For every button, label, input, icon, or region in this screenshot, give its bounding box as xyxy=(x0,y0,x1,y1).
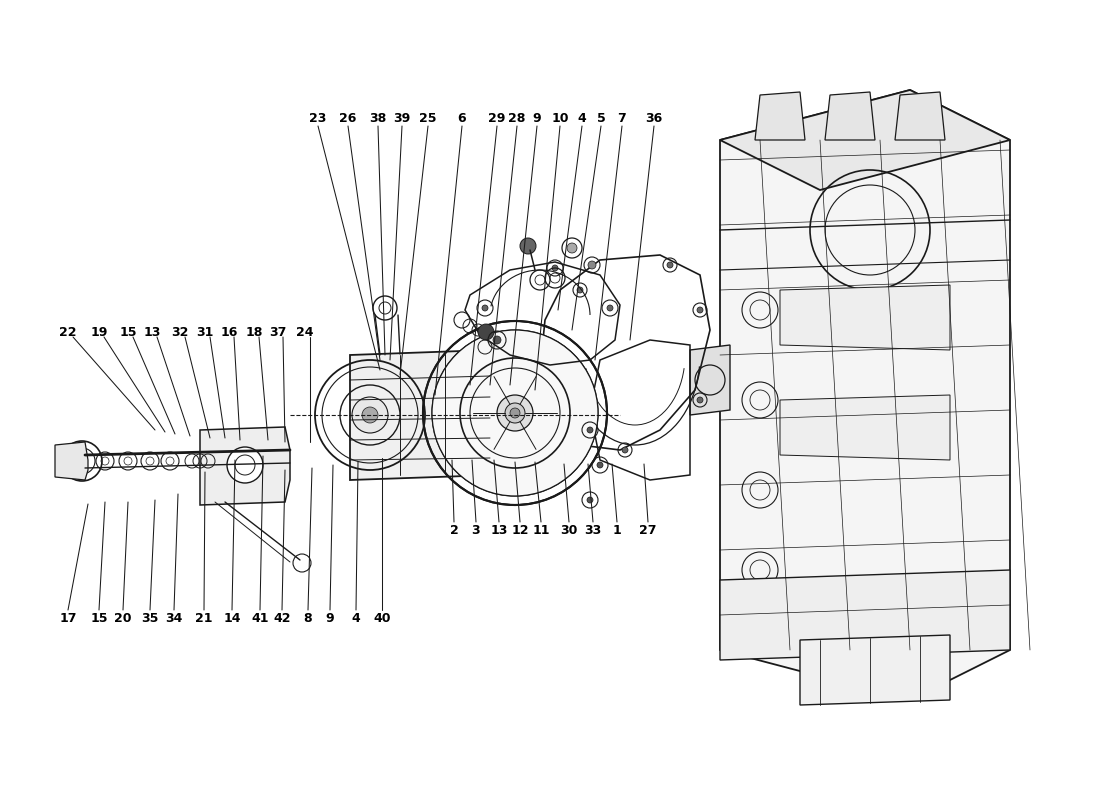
Circle shape xyxy=(493,336,500,344)
Circle shape xyxy=(607,305,613,311)
Polygon shape xyxy=(200,427,290,505)
Polygon shape xyxy=(780,285,950,350)
Text: 15: 15 xyxy=(119,326,136,338)
Circle shape xyxy=(352,397,388,433)
Circle shape xyxy=(697,397,703,403)
Circle shape xyxy=(362,407,378,423)
Polygon shape xyxy=(800,635,950,705)
Text: 9: 9 xyxy=(532,111,541,125)
Text: 30: 30 xyxy=(560,523,578,537)
Text: 16: 16 xyxy=(220,326,238,338)
Polygon shape xyxy=(690,345,730,415)
Circle shape xyxy=(578,287,583,293)
Text: 5: 5 xyxy=(596,111,605,125)
Text: 10: 10 xyxy=(551,111,569,125)
Text: 4: 4 xyxy=(578,111,586,125)
Text: 27: 27 xyxy=(639,523,657,537)
Text: 7: 7 xyxy=(617,111,626,125)
Text: 13: 13 xyxy=(143,326,161,338)
Text: 42: 42 xyxy=(273,611,290,625)
Circle shape xyxy=(667,262,673,268)
Text: 21: 21 xyxy=(196,611,212,625)
Circle shape xyxy=(552,265,558,271)
Text: 14: 14 xyxy=(223,611,241,625)
Polygon shape xyxy=(895,92,945,140)
Circle shape xyxy=(566,243,578,253)
Text: 19: 19 xyxy=(90,326,108,338)
Text: 28: 28 xyxy=(508,111,526,125)
Text: 29: 29 xyxy=(488,111,506,125)
Text: 15: 15 xyxy=(90,611,108,625)
Text: 36: 36 xyxy=(646,111,662,125)
Circle shape xyxy=(482,305,488,311)
Polygon shape xyxy=(755,92,805,140)
Text: 4: 4 xyxy=(352,611,361,625)
Text: 25: 25 xyxy=(419,111,437,125)
Text: 40: 40 xyxy=(373,611,390,625)
Text: 23: 23 xyxy=(309,111,327,125)
Polygon shape xyxy=(720,90,1010,700)
Text: 18: 18 xyxy=(245,326,263,338)
Text: 32: 32 xyxy=(172,326,189,338)
Polygon shape xyxy=(720,570,1010,660)
Polygon shape xyxy=(720,90,1010,190)
Text: 39: 39 xyxy=(394,111,410,125)
Circle shape xyxy=(697,307,703,313)
Circle shape xyxy=(520,238,536,254)
Text: 8: 8 xyxy=(304,611,312,625)
Text: 1: 1 xyxy=(613,523,621,537)
Text: 34: 34 xyxy=(165,611,183,625)
Text: 20: 20 xyxy=(114,611,132,625)
Text: 17: 17 xyxy=(59,611,77,625)
Text: 33: 33 xyxy=(584,523,602,537)
Circle shape xyxy=(227,447,263,483)
Text: 9: 9 xyxy=(326,611,334,625)
Text: 41: 41 xyxy=(251,611,268,625)
Circle shape xyxy=(510,408,520,418)
Circle shape xyxy=(497,395,534,431)
Circle shape xyxy=(432,330,598,496)
Circle shape xyxy=(588,261,596,269)
Circle shape xyxy=(505,403,525,423)
Text: 2: 2 xyxy=(450,523,459,537)
Polygon shape xyxy=(55,442,88,480)
Text: 24: 24 xyxy=(296,326,314,338)
Circle shape xyxy=(77,456,87,466)
Circle shape xyxy=(478,324,494,340)
Polygon shape xyxy=(780,395,950,460)
Text: 13: 13 xyxy=(491,523,508,537)
Text: 22: 22 xyxy=(59,326,77,338)
Text: 11: 11 xyxy=(532,523,550,537)
Polygon shape xyxy=(350,350,495,480)
Text: 37: 37 xyxy=(270,326,287,338)
Polygon shape xyxy=(825,92,874,140)
Text: 6: 6 xyxy=(458,111,466,125)
Circle shape xyxy=(597,462,603,468)
Text: 38: 38 xyxy=(370,111,386,125)
Text: 3: 3 xyxy=(472,523,481,537)
Circle shape xyxy=(621,447,628,453)
Text: 31: 31 xyxy=(196,326,213,338)
Circle shape xyxy=(587,427,593,433)
Circle shape xyxy=(587,497,593,503)
Text: 12: 12 xyxy=(512,523,529,537)
Text: 35: 35 xyxy=(141,611,158,625)
Text: 26: 26 xyxy=(339,111,356,125)
